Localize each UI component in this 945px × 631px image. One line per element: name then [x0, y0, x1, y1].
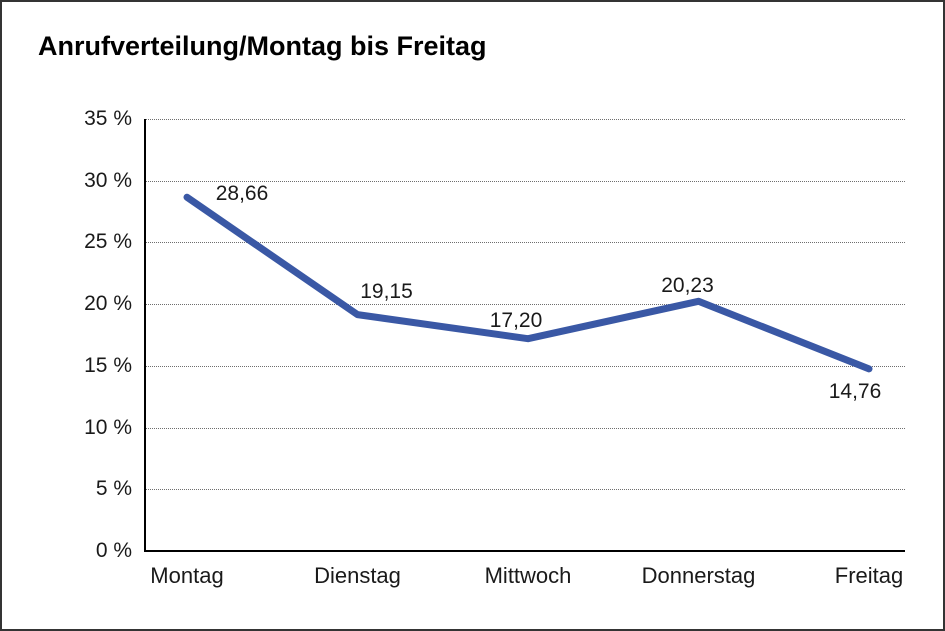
point-label: 19,15 [360, 279, 413, 303]
x-category-label: Donnerstag [641, 563, 756, 588]
gridline [145, 242, 905, 244]
x-category-label: Dienstag [314, 563, 401, 588]
x-axis-line [144, 550, 905, 552]
x-category-label: Freitag [834, 563, 904, 588]
y-tick-label: 30 % [84, 168, 132, 192]
y-tick-label: 15 % [84, 353, 132, 377]
y-tick-label: 25 % [84, 230, 132, 254]
gridline [145, 489, 905, 491]
x-category-label: Mittwoch [484, 563, 572, 588]
y-tick-label: 10 % [84, 415, 132, 439]
gridline [145, 365, 905, 367]
point-label: 14,76 [828, 379, 882, 403]
y-axis-line [144, 119, 146, 552]
x-category-label: Montag [150, 563, 224, 588]
gridline [145, 427, 905, 429]
gridline [145, 304, 905, 306]
y-tick-label: 0 % [95, 539, 132, 562]
data-line [183, 193, 873, 373]
gridline [145, 180, 905, 182]
y-tick-label: 5 % [95, 477, 132, 501]
y-tick-label: 35 % [84, 107, 132, 130]
point-label: 20,23 [661, 274, 714, 298]
gridline [145, 119, 905, 120]
point-label: 28,66 [215, 182, 269, 206]
point-label: 17,20 [489, 308, 543, 332]
y-tick-label: 20 % [84, 292, 132, 316]
chart-title: Anrufverteilung/Montag bis Freitag [38, 31, 487, 61]
